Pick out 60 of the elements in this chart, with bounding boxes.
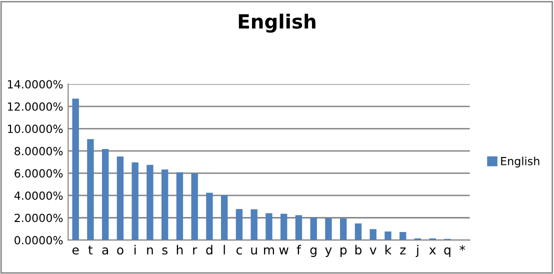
y-tick-label: 6.0000% [14,169,63,178]
x-tick-label: p [340,247,347,257]
x-tick-label: t [88,246,93,254]
bar [116,156,124,240]
x-tick-label: c [236,247,242,255]
y-tick-label: 8.0000% [14,146,63,156]
x-tick-label: e [72,247,79,255]
x-tick-label: b [355,244,362,255]
x-tick-label: f [296,244,302,254]
x-tick-label: q [444,247,450,257]
x-tick-label: l [224,244,225,254]
x-tick-label: g [310,247,316,257]
y-tick-label: 0.0000% [14,236,63,244]
chart-title: English [238,14,316,33]
bar [354,223,362,240]
bar [191,173,198,240]
x-tick-label: n [147,247,153,254]
bar [206,192,213,240]
y-tick-label: 2.0000% [14,214,63,222]
y-tick-label: 4.0000% [14,191,63,200]
y-tick-label: 12.0000% [8,102,63,111]
legend-label: English [501,156,540,168]
bar [72,98,79,240]
bar [266,213,272,240]
x-tick-label: k [385,244,392,254]
x-tick-label: j [416,244,418,257]
x-tick-label: r [193,247,198,254]
x-tick-label: d [206,244,212,255]
x-tick-label: s [162,247,168,255]
x-tick-label: a [102,247,108,255]
bar [146,164,154,240]
x-tick-label: y [325,248,332,257]
x-tick-label: o [117,247,124,255]
bar [236,209,243,240]
bar [384,231,392,240]
bar [132,162,138,240]
x-tick-label: * [460,245,466,251]
bar [325,218,332,240]
x-tick-label: m [264,247,274,254]
x-tick-label: w [279,248,288,254]
bar [295,215,302,240]
bar [280,214,288,240]
bar [400,232,406,240]
x-tick-label: u [251,247,257,255]
bar [102,149,109,240]
y-tick-label: 14.0000% [8,80,63,88]
bar [220,195,228,240]
bar [340,218,347,240]
bar [176,172,184,240]
bar [161,170,168,240]
bar [250,209,258,240]
x-tick-label: v [370,248,376,254]
bar [310,218,317,240]
bar [87,139,94,240]
x-tick-label: h [176,244,183,254]
x-tick-label: z [400,248,406,254]
y-tick-label: 10.0000% [8,124,63,134]
x-tick-label: x [429,248,436,254]
x-tick-label: i [134,244,136,254]
bar [370,229,376,240]
